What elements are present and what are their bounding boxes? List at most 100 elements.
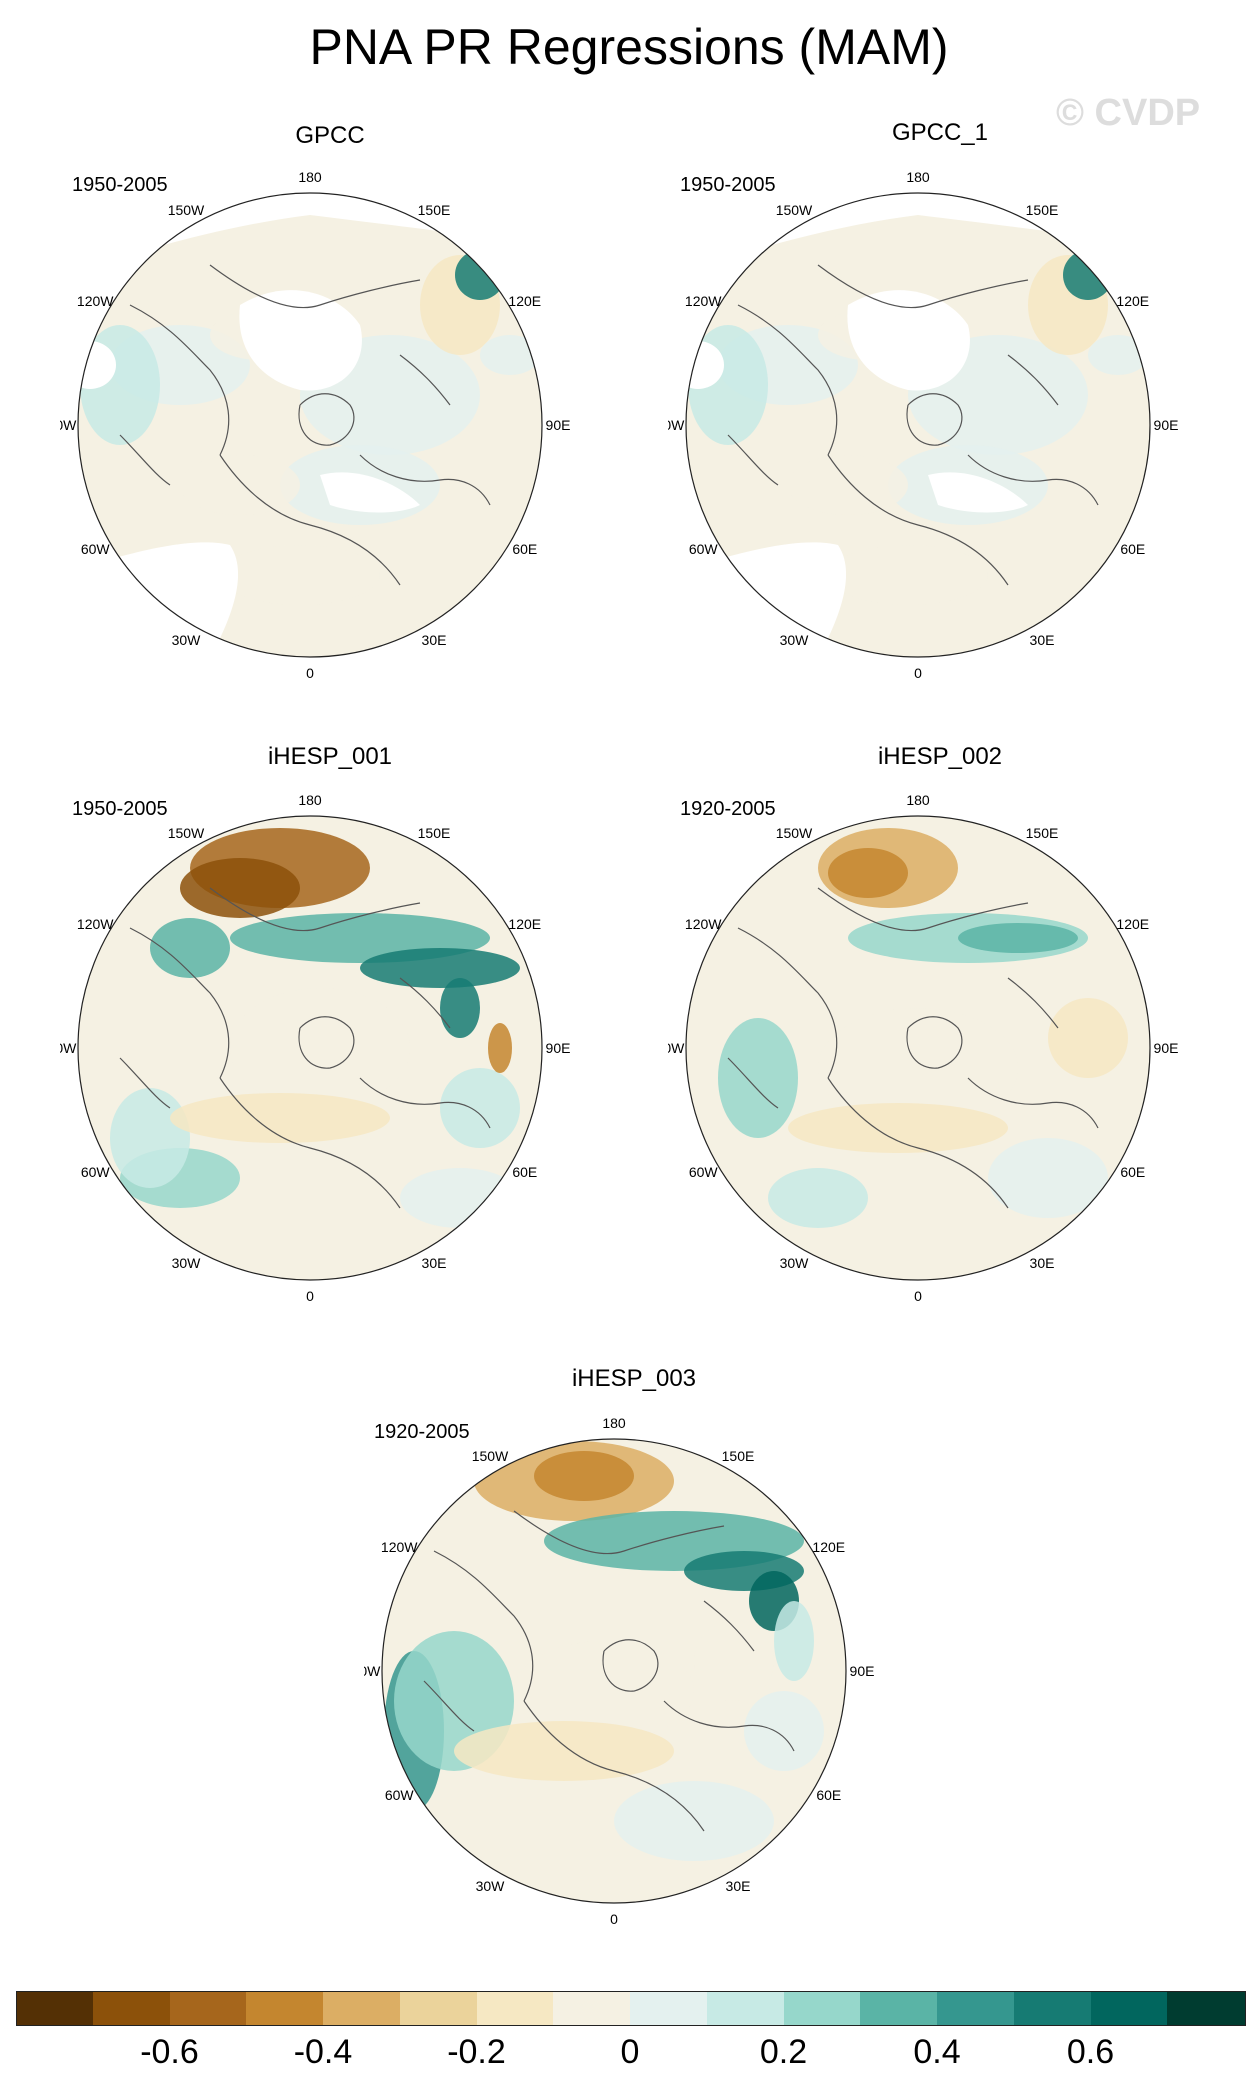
regression-field-region	[534, 1451, 634, 1501]
longitude-label: 150W	[168, 825, 205, 841]
map-boundary	[685, 815, 1151, 1281]
colorbar-tick-label: -0.4	[293, 2033, 353, 2071]
longitude-label: 60W	[81, 1164, 111, 1180]
longitude-label: 90E	[1154, 417, 1179, 433]
longitude-label: 120E	[508, 916, 541, 932]
longitude-label: 180	[298, 169, 322, 185]
regression-field-region	[614, 1781, 774, 1861]
regression-field-region	[828, 848, 908, 898]
longitude-label: 30W	[780, 632, 810, 648]
coastline	[119, 1057, 171, 1109]
coastline	[827, 454, 1009, 586]
longitude-label: 150E	[418, 202, 451, 218]
regression-field-region	[454, 1721, 674, 1781]
coastline	[602, 1639, 659, 1692]
colorbar-swatch	[92, 1991, 171, 2026]
coastline	[967, 454, 1099, 506]
coastline	[423, 1680, 475, 1732]
colorbar-swatch	[860, 1991, 939, 2026]
regression-field-region	[150, 918, 230, 978]
colorbar-tick-label: 0.4	[913, 2033, 961, 2071]
coastline	[737, 927, 838, 1079]
longitude-label: 60E	[816, 1787, 841, 1803]
coastline	[703, 1600, 755, 1652]
longitude-label: 60E	[1120, 541, 1145, 557]
missing-data-region	[847, 290, 970, 391]
longitude-label: 120E	[508, 293, 541, 309]
coastline	[523, 1700, 705, 1832]
map-panel-ihesp-001: 180 150E 120E 90E 60E 30E 0 30W 60W 90W 120W 150W	[60, 792, 571, 1304]
missing-data-region	[78, 193, 542, 275]
regression-field-region	[788, 1103, 1008, 1153]
regression-field-region	[440, 978, 480, 1038]
longitude-label: 180	[906, 169, 930, 185]
longitude-label: 180	[298, 792, 322, 808]
panel-period-ihesp-003: 1920-2005	[374, 1421, 470, 1443]
missing-data-region	[78, 542, 238, 657]
longitude-label: 150E	[1026, 202, 1059, 218]
coastline	[399, 977, 451, 1029]
colorbar-swatch	[1167, 1991, 1246, 2026]
longitude-label: 30E	[1030, 1255, 1055, 1271]
map-boundary	[381, 1438, 847, 1904]
longitude-label: 150W	[776, 202, 813, 218]
longitude-label: 120W	[77, 916, 114, 932]
colorbar-tick-label: 0.6	[1066, 2033, 1115, 2071]
longitude-label: 60E	[1120, 1164, 1145, 1180]
longitude-label: 90E	[850, 1663, 875, 1679]
regression-field-region	[1048, 998, 1128, 1078]
longitude-label: 120W	[381, 1539, 418, 1555]
regression-field-region	[768, 1168, 868, 1228]
coastline	[129, 304, 230, 456]
colorbar-swatch	[16, 1991, 96, 2026]
coastline	[737, 304, 838, 456]
regression-field-region	[180, 858, 300, 918]
coastline	[1007, 354, 1059, 406]
longitude-label: 180	[602, 1415, 626, 1431]
regression-field-region	[818, 1008, 1018, 1128]
colorbar-tick-label: -0.2	[447, 2033, 506, 2071]
coastline	[399, 354, 451, 406]
regression-field-region	[360, 948, 520, 988]
map-boundary	[685, 192, 1151, 658]
longitude-label: 30W	[172, 1255, 202, 1271]
coastline	[827, 1077, 1009, 1209]
colorbar-swatch	[630, 1991, 709, 2026]
regression-field-region	[774, 1601, 814, 1681]
longitude-label: 90E	[546, 417, 571, 433]
longitude-label: 30W	[476, 1878, 506, 1894]
longitude-label: 90W	[60, 1040, 77, 1056]
missing-data-region	[686, 193, 1150, 275]
longitude-label: 90E	[546, 1040, 571, 1056]
regression-field-region	[788, 455, 908, 515]
longitude-label: 150W	[168, 202, 205, 218]
longitude-label: 0	[610, 1911, 618, 1927]
longitude-label: 60W	[689, 541, 719, 557]
longitude-label: 30E	[422, 632, 447, 648]
longitude-label: 0	[306, 1288, 314, 1304]
longitude-label: 30E	[1030, 632, 1055, 648]
regression-field-region	[230, 988, 410, 1108]
panel-period-ihesp-002: 1920-2005	[680, 798, 776, 820]
longitude-label: 120W	[77, 293, 114, 309]
longitude-label: 0	[914, 665, 922, 681]
coastline	[119, 434, 171, 486]
colorbar-swatch	[1013, 1991, 1092, 2026]
longitude-label: 30W	[172, 632, 202, 648]
longitude-label: 150E	[722, 1448, 755, 1464]
longitude-label: 60W	[689, 1164, 719, 1180]
coastline	[967, 1077, 1099, 1129]
coastline	[219, 1077, 401, 1209]
map-panel-gpcc-1: 180 150E 120E 90E 60E 30E 0 30W 60W 90W 120W 150W	[668, 169, 1179, 681]
coastline	[219, 454, 401, 586]
panel-title-gpcc-1: GPCC_1	[891, 119, 989, 146]
coastline	[906, 1016, 963, 1069]
regression-field-region	[455, 250, 505, 300]
regression-field-region	[744, 1691, 824, 1771]
longitude-label: 0	[306, 665, 314, 681]
longitude-label: 30E	[422, 1255, 447, 1271]
panel-title-ihesp-001: iHESP_001	[267, 743, 393, 770]
missing-data-region	[686, 341, 724, 389]
coastline	[359, 454, 491, 506]
longitude-label: 90W	[364, 1663, 381, 1679]
